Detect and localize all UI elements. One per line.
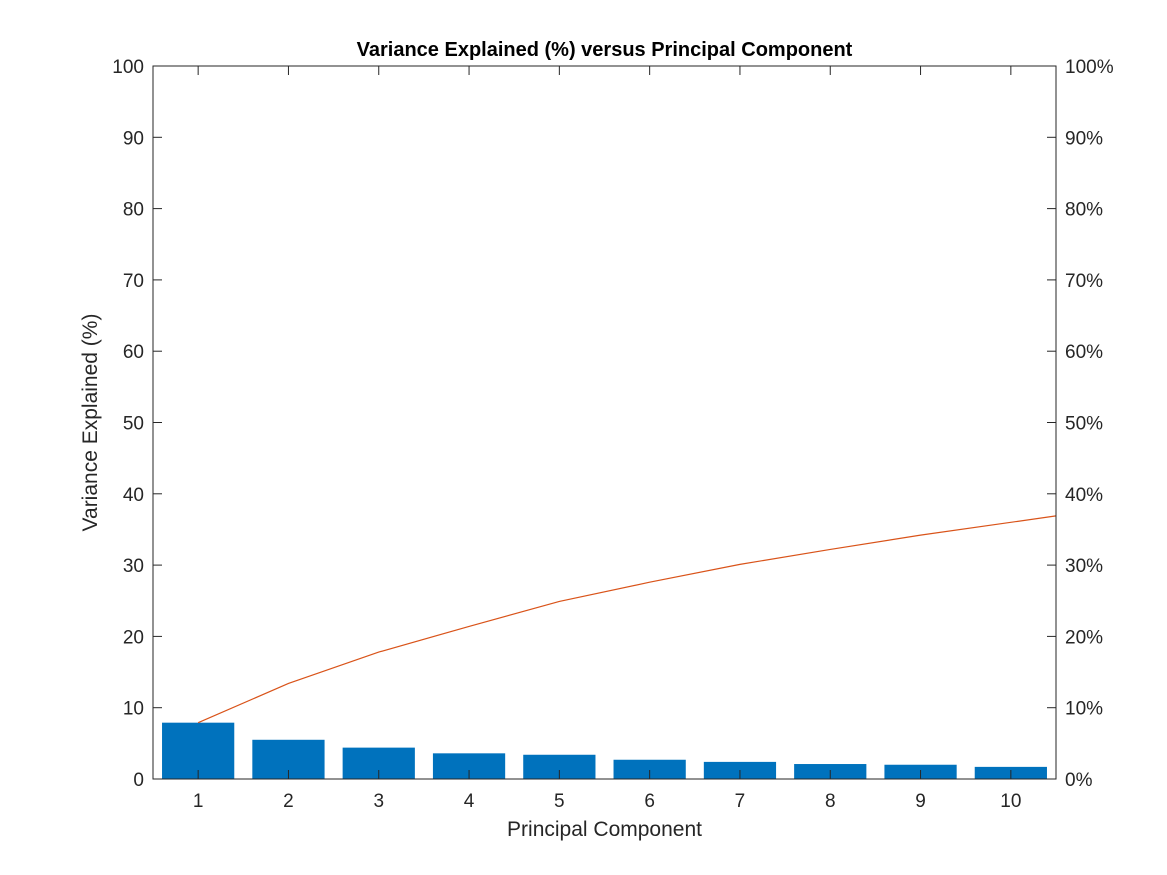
x-tick-label: 10 bbox=[1000, 791, 1021, 812]
y2-tick-label: 90% bbox=[1065, 128, 1103, 149]
y-tick-label: 90 bbox=[123, 128, 144, 149]
chart-title: Variance Explained (%) versus Principal … bbox=[357, 39, 853, 61]
y-tick-label: 20 bbox=[123, 627, 144, 648]
y2-tick-label: 70% bbox=[1065, 271, 1103, 292]
x-tick-label: 1 bbox=[193, 791, 204, 812]
y-tick-label: 30 bbox=[123, 556, 144, 577]
x-tick-label: 7 bbox=[735, 791, 746, 812]
x-tick-label: 9 bbox=[915, 791, 926, 812]
cumulative-line-layer bbox=[197, 515, 1057, 724]
y2-tick-label: 30% bbox=[1065, 556, 1103, 577]
y-tick-label: 0 bbox=[133, 770, 144, 791]
y2-tick-label: 100% bbox=[1065, 57, 1114, 78]
bar-1 bbox=[162, 722, 235, 779]
x-tick-label: 6 bbox=[644, 791, 655, 812]
x-tick-label: 4 bbox=[464, 791, 475, 812]
y2-tick-label: 0% bbox=[1065, 770, 1093, 791]
ticks-layer: 0 10 20 30 40 50 60 70 80 90 100 0% 10% 20% 30% 40% 50% 6… bbox=[112, 57, 1113, 812]
y-tick-label: 40 bbox=[123, 485, 144, 506]
y-axis-title: Variance Explained (%) bbox=[79, 314, 102, 532]
x-tick-label: 2 bbox=[283, 791, 294, 812]
y-tick-label: 80 bbox=[123, 200, 144, 221]
y-tick-label: 10 bbox=[123, 699, 144, 720]
cumulative-variance-line bbox=[197, 515, 1057, 724]
y2-tick-label: 80% bbox=[1065, 200, 1103, 221]
y-tick-label: 50 bbox=[123, 414, 144, 435]
y-tick-label: 100 bbox=[112, 57, 144, 78]
x-tick-label: 5 bbox=[554, 791, 565, 812]
axes-box bbox=[152, 65, 1057, 780]
y2-tick-label: 40% bbox=[1065, 485, 1103, 506]
y2-tick-label: 60% bbox=[1065, 342, 1103, 363]
y-tick-label: 60 bbox=[123, 342, 144, 363]
bars-layer bbox=[162, 722, 1047, 779]
bar-6 bbox=[613, 759, 686, 779]
x-tick-label: 8 bbox=[825, 791, 836, 812]
y-tick-label: 70 bbox=[123, 271, 144, 292]
x-axis-title: Principal Component bbox=[507, 818, 702, 841]
y2-tick-label: 20% bbox=[1065, 627, 1103, 648]
y2-tick-label: 50% bbox=[1065, 414, 1103, 435]
y2-tick-label: 10% bbox=[1065, 699, 1103, 720]
x-tick-label: 3 bbox=[373, 791, 384, 812]
